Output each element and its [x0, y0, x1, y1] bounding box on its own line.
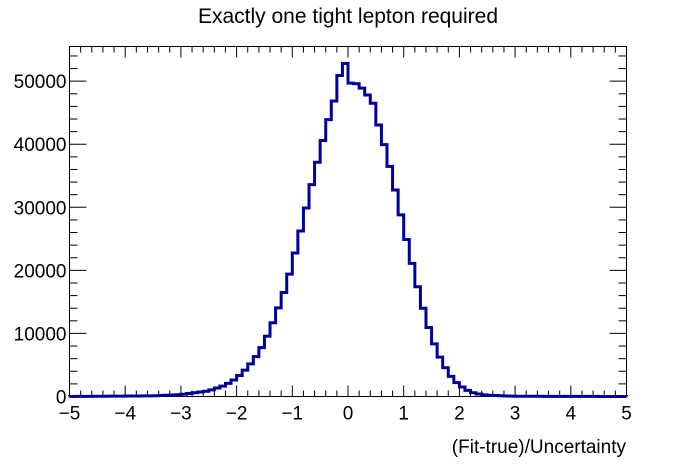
x-tick-label: 5: [621, 404, 632, 425]
x-tick-label: −1: [281, 404, 303, 425]
y-minor-ticks: [69, 55, 627, 385]
x-tick-label: 1: [398, 404, 409, 425]
chart-title: Exactly one tight lepton required: [198, 5, 498, 28]
x-tick-label: 4: [566, 404, 577, 425]
x-tick-label: 2: [454, 404, 465, 425]
histogram-series-line: [68, 62, 628, 398]
y-tick-label: 0: [56, 388, 67, 409]
x-axis-label: (Fit-true)/Uncertainty: [452, 437, 627, 458]
x-tick-label: −3: [170, 404, 192, 425]
x-axis-tick-labels: −5 −4 −3 −2 −1 0 1 2 3 4 5: [59, 404, 632, 425]
y-axis-ticks: [69, 80, 627, 397]
y-axis-tick-labels: 0 10000 20000 30000 40000 50000: [14, 72, 67, 408]
x-axis-ticks: [69, 46, 627, 397]
y-tick-label: 30000: [14, 198, 67, 219]
x-tick-label: −4: [114, 404, 136, 425]
y-tick-label: 20000: [14, 261, 67, 282]
y-tick-label: 50000: [14, 72, 67, 93]
y-tick-label: 10000: [14, 324, 67, 345]
y-tick-label: 40000: [14, 135, 67, 156]
x-tick-label: 3: [510, 404, 521, 425]
x-tick-label: −5: [59, 404, 81, 425]
x-minor-ticks: [80, 46, 616, 397]
plot-frame: [69, 46, 627, 397]
x-tick-label: 0: [343, 404, 354, 425]
x-tick-label: −2: [226, 404, 248, 425]
